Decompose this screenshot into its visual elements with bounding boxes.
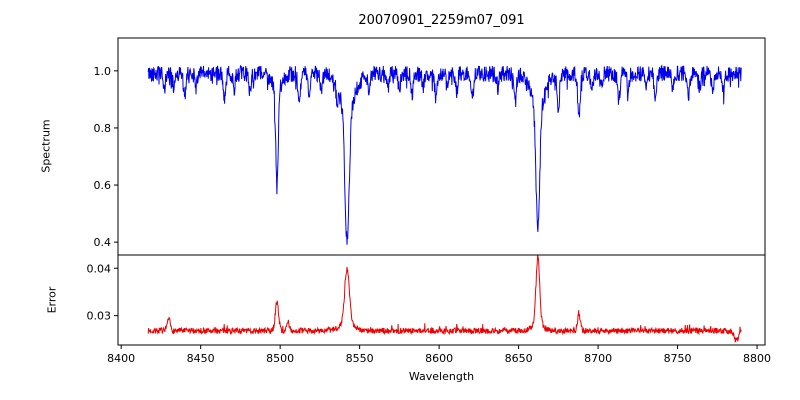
x-tick-label: 8650 <box>505 352 533 365</box>
x-tick-label: 8700 <box>584 352 612 365</box>
error-line <box>147 255 742 343</box>
x-tick-label: 8750 <box>664 352 692 365</box>
chart-title: 20070901_2259m07_091 <box>358 13 525 28</box>
y-tick-label: 0.6 <box>94 179 112 192</box>
y-tick-label: 0.8 <box>94 122 112 135</box>
x-tick-label: 8600 <box>425 352 453 365</box>
x-tick-label: 8550 <box>346 352 374 365</box>
spectrum-line <box>147 64 742 245</box>
x-tick-label: 8450 <box>187 352 215 365</box>
y-tick-label: 0.03 <box>87 310 112 323</box>
y-tick-label: 0.4 <box>94 236 112 249</box>
y-tick-label: 1.0 <box>94 65 112 78</box>
x-tick-label: 8500 <box>266 352 294 365</box>
x-axis-label: Wavelength <box>408 370 475 383</box>
x-tick-label: 8800 <box>743 352 771 365</box>
y-tick-label: 0.04 <box>87 262 112 275</box>
x-tick-label: 8400 <box>107 352 135 365</box>
error-panel-border <box>117 254 766 346</box>
